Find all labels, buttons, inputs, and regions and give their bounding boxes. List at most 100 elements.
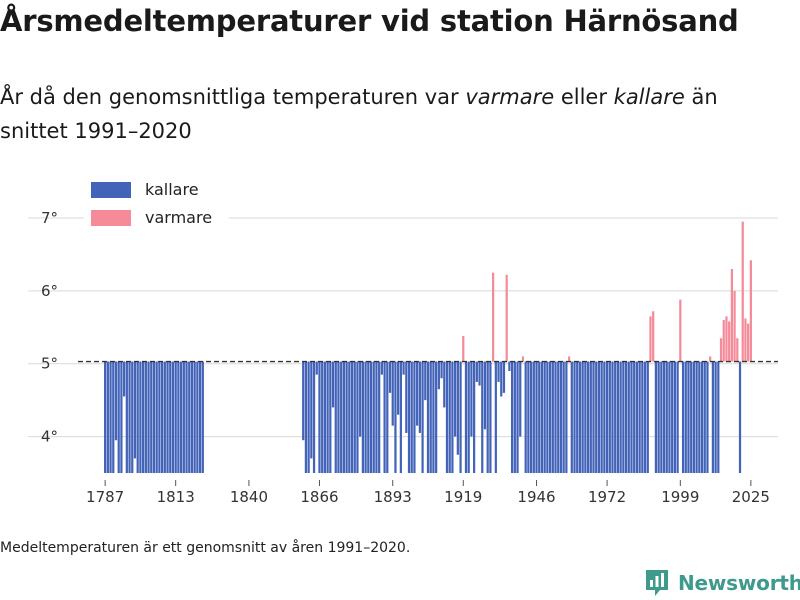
bar-varmare [744, 318, 747, 362]
bar-kallare [383, 361, 386, 473]
bar-kallare [706, 361, 709, 473]
bar-kallare [714, 361, 717, 473]
subtitle-text-mid: eller [554, 85, 614, 109]
subtitle-warm-word: varmare [465, 85, 555, 109]
bar-kallare [543, 361, 546, 473]
bar-kallare [337, 361, 340, 473]
bar-kallare [315, 361, 318, 375]
bar-varmare [521, 356, 525, 362]
bar-kallare [535, 361, 538, 473]
bar-kallare [616, 361, 620, 473]
bar-kallare [177, 361, 180, 473]
bar-kallare [597, 361, 601, 473]
y-tick-label: 4° [41, 428, 58, 446]
bar-kallare [581, 361, 584, 473]
bar-kallare [201, 361, 204, 473]
bar-kallare [147, 361, 150, 473]
bar-kallare [638, 361, 641, 473]
bar-kallare [188, 361, 191, 473]
bar-kallare [359, 361, 362, 437]
bar-kallare [198, 361, 202, 473]
bar-kallare [641, 361, 644, 473]
bar-kallare [478, 361, 481, 386]
bar-varmare [652, 311, 655, 362]
bar-kallare [717, 361, 720, 473]
bar-kallare [603, 361, 606, 473]
bar-kallare [435, 361, 438, 473]
bar-kallare [302, 361, 305, 441]
bar-kallare [473, 361, 476, 473]
bar-kallare [532, 361, 535, 473]
bar-kallare [340, 361, 343, 473]
bar-varmare [725, 316, 728, 362]
bar-kallare [152, 361, 156, 473]
bar-kallare [467, 361, 470, 473]
bar-varmare [505, 274, 508, 362]
bars [104, 221, 752, 473]
bar-kallare [554, 361, 557, 473]
bar-kallare [510, 361, 514, 473]
bar-kallare [367, 361, 370, 473]
bar-kallare [646, 361, 649, 473]
bar-kallare [418, 361, 421, 433]
bar-kallare [451, 361, 454, 473]
bar-kallare [633, 361, 636, 473]
bar-kallare [662, 361, 666, 473]
bar-kallare [106, 361, 109, 473]
bar-kallare [410, 361, 413, 473]
axes: 4° 5° 6° 7° 1787 1813 1840 1866 1893 1919 1946 1972… [41, 209, 778, 506]
brand-logo[interactable]: Newsworthy [644, 568, 800, 598]
bar-kallare [513, 361, 516, 473]
bar-kallare [489, 361, 492, 473]
bar-kallare [150, 361, 153, 473]
bar-kallare [657, 361, 660, 473]
x-tick-label: 1813 [157, 488, 195, 506]
bar-varmare [749, 260, 752, 362]
bar-kallare [394, 361, 397, 473]
bar-kallare [494, 361, 497, 473]
bar-kallare [378, 361, 381, 473]
bar-kallare [456, 361, 459, 455]
bar-kallare [426, 361, 430, 473]
bar-kallare [190, 361, 194, 473]
bar-kallare [586, 361, 590, 473]
bar-kallare [516, 361, 519, 473]
bar-kallare [687, 361, 690, 473]
bar-varmare [728, 321, 731, 362]
bar-kallare [562, 361, 565, 473]
bar-varmare [462, 336, 465, 362]
bar-kallare [614, 361, 617, 473]
bar-kallare [348, 361, 351, 473]
bar-kallare [318, 361, 321, 473]
bar-kallare [627, 361, 630, 473]
subtitle-cold-word: kallare [613, 85, 685, 109]
bar-kallare [559, 361, 563, 473]
bar-kallare [139, 361, 142, 473]
bar-kallare [684, 361, 687, 473]
bar-kallare [112, 361, 115, 473]
bar-kallare [163, 361, 166, 473]
bar-kallare [700, 361, 704, 473]
bar-kallare [673, 361, 677, 473]
bar-kallare [630, 361, 633, 473]
bar-kallare [671, 361, 674, 473]
bar-kallare [695, 361, 698, 473]
bar-kallare [611, 361, 614, 473]
bar-kallare [193, 361, 196, 473]
bar-kallare [179, 361, 183, 473]
bar-kallare [654, 361, 658, 473]
bar-kallare [443, 361, 446, 408]
x-tick-label: 1972 [588, 488, 626, 506]
bar-kallare [397, 361, 400, 415]
bar-kallare [519, 361, 522, 437]
bar-kallare [690, 361, 693, 473]
bar-kallare [570, 361, 573, 473]
bar-kallare [557, 361, 560, 473]
bar-kallare [429, 361, 432, 473]
bar-kallare [529, 361, 533, 473]
x-tick-label: 1919 [444, 488, 482, 506]
bar-kallare [369, 361, 373, 473]
bar-kallare [391, 361, 394, 426]
bar-kallare [676, 361, 679, 473]
x-tick-label: 1999 [661, 488, 699, 506]
